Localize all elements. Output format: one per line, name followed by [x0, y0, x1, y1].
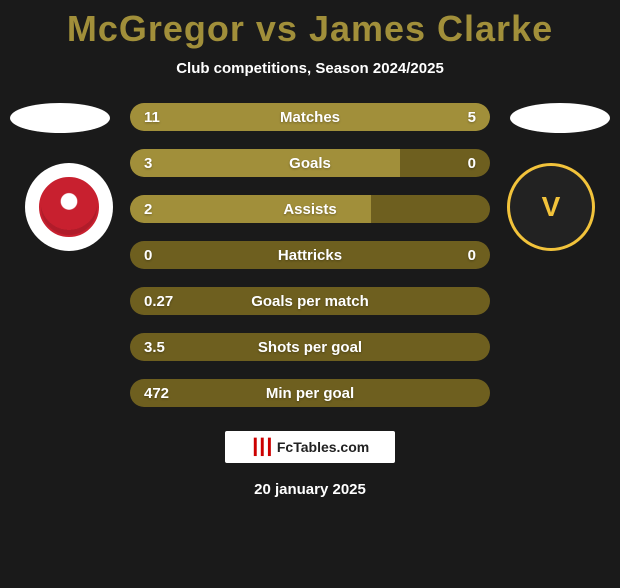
- stat-row: 3.5Shots per goal: [130, 333, 490, 361]
- page-title: McGregor vs James Clarke: [0, 8, 620, 50]
- stat-value-right: 5: [468, 109, 476, 126]
- club-badge-left: [25, 163, 113, 251]
- branding-badge: ┃┃┃ FcTables.com: [225, 431, 395, 463]
- stat-label: Min per goal: [130, 385, 490, 402]
- club-badge-right: V: [507, 163, 595, 251]
- stat-label: Matches: [130, 109, 490, 126]
- club-badge-left-inner: [39, 177, 99, 237]
- date-label: 20 january 2025: [0, 481, 620, 498]
- stat-row: 0.27Goals per match: [130, 287, 490, 315]
- stat-label: Goals per match: [130, 293, 490, 310]
- branding-text: FcTables.com: [277, 439, 369, 455]
- stat-row: 3Goals0: [130, 149, 490, 177]
- stats-area: V 11Matches53Goals02Assists0Hattricks00.…: [0, 103, 620, 407]
- stat-label: Shots per goal: [130, 339, 490, 356]
- stat-label: Hattricks: [130, 247, 490, 264]
- club-badge-right-inner: V: [542, 191, 561, 223]
- chart-icon: ┃┃┃: [251, 438, 272, 456]
- stat-row: 472Min per goal: [130, 379, 490, 407]
- subtitle: Club competitions, Season 2024/2025: [0, 60, 620, 77]
- stat-row: 0Hattricks0: [130, 241, 490, 269]
- player-photo-left: [10, 103, 110, 133]
- stat-label: Goals: [130, 155, 490, 172]
- stat-row: 11Matches5: [130, 103, 490, 131]
- player-photo-right: [510, 103, 610, 133]
- stats-list: 11Matches53Goals02Assists0Hattricks00.27…: [130, 103, 490, 407]
- stat-value-right: 0: [468, 155, 476, 172]
- stat-label: Assists: [130, 201, 490, 218]
- stat-row: 2Assists: [130, 195, 490, 223]
- stat-value-right: 0: [468, 247, 476, 264]
